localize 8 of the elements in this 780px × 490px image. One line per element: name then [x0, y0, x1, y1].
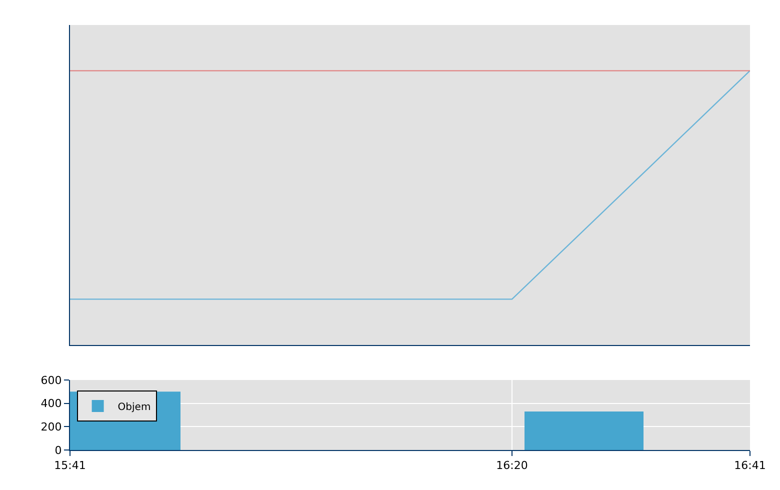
x-tick-label: 16:41	[734, 459, 766, 472]
y-tick-label: 200	[40, 420, 62, 434]
y-tick-label: 600	[40, 374, 62, 387]
legend-label: Objem	[118, 402, 151, 413]
x-tick-label: 16:20	[496, 459, 528, 472]
y-tick-label: 0	[54, 444, 62, 457]
y-tick-label: 400	[40, 397, 62, 410]
x-tick-label: 15:41	[54, 459, 86, 472]
